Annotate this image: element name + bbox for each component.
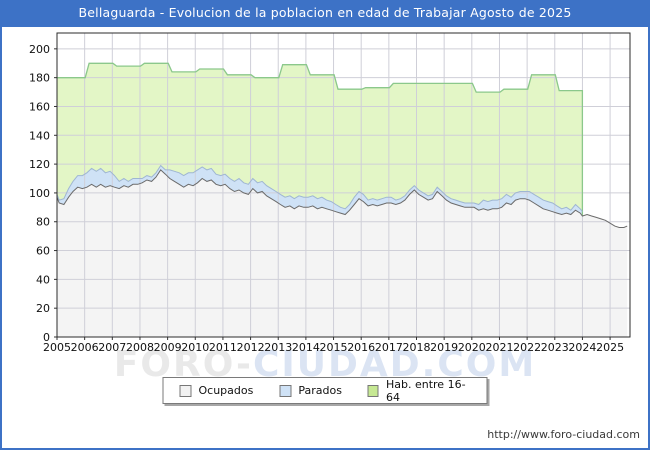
x-axis-label: 2024 xyxy=(568,341,596,354)
x-axis-label: 2022 xyxy=(513,341,541,354)
x-axis-label: 2017 xyxy=(375,341,403,354)
y-axis-label: 20 xyxy=(36,302,50,315)
y-axis-label: 100 xyxy=(29,187,50,200)
y-axis-label: 180 xyxy=(29,72,50,85)
y-axis-label: 80 xyxy=(36,216,50,229)
legend-item-parados: Parados xyxy=(279,384,342,397)
y-axis-label: 200 xyxy=(29,43,50,56)
y-axis-label: 120 xyxy=(29,158,50,171)
x-axis-label: 2016 xyxy=(347,341,375,354)
legend-item-ocupados: Ocupados xyxy=(179,384,254,397)
x-axis-label: 2006 xyxy=(71,341,99,354)
x-axis-label: 2013 xyxy=(264,341,292,354)
ocupados-area xyxy=(57,169,628,337)
ocupados-line xyxy=(56,169,628,228)
x-axis-label: 2018 xyxy=(403,341,431,354)
y-axis-label: 60 xyxy=(36,245,50,258)
x-axis-label: 2010 xyxy=(181,341,209,354)
legend-label-hab-16-64: Hab. entre 16-64 xyxy=(385,377,466,404)
y-axis-label: 160 xyxy=(29,100,50,113)
x-axis-label: 2020 xyxy=(458,341,486,354)
source-url: http://www.foro-ciudad.com xyxy=(487,428,640,441)
hab-16-64-swatch-icon xyxy=(367,384,379,397)
hab-16-64-line xyxy=(57,62,584,216)
y-axis-label: 0 xyxy=(43,331,50,344)
x-axis-label: 2007 xyxy=(98,341,126,354)
x-axis-label: 2019 xyxy=(430,341,458,354)
x-axis-label: 2011 xyxy=(209,341,237,354)
x-axis-label: 2008 xyxy=(126,341,154,354)
chart-legend: Ocupados Parados Hab. entre 16-64 xyxy=(162,377,488,404)
legend-label-parados: Parados xyxy=(298,384,342,397)
legend-label-ocupados: Ocupados xyxy=(198,384,254,397)
y-axis-label: 140 xyxy=(29,129,50,142)
parados-line xyxy=(56,164,583,213)
x-axis-label: 2014 xyxy=(292,341,320,354)
x-axis-label: 2021 xyxy=(485,341,513,354)
x-axis-label: 2015 xyxy=(320,341,348,354)
ocupados-swatch-icon xyxy=(179,384,192,397)
x-axis-label: 2025 xyxy=(596,341,624,354)
legend-item-hab-16-64: Hab. entre 16-64 xyxy=(367,377,471,404)
plot-border xyxy=(56,32,631,338)
y-axis-label: 40 xyxy=(36,273,50,286)
x-axis-label: 2012 xyxy=(237,341,265,354)
x-axis-label: 2005 xyxy=(43,341,71,354)
x-axis-label: 2009 xyxy=(154,341,182,354)
x-axis-label: 2023 xyxy=(541,341,569,354)
parados-swatch-icon xyxy=(279,384,292,397)
chart-title: Bellaguarda - Evolucion de la poblacion … xyxy=(0,0,650,27)
